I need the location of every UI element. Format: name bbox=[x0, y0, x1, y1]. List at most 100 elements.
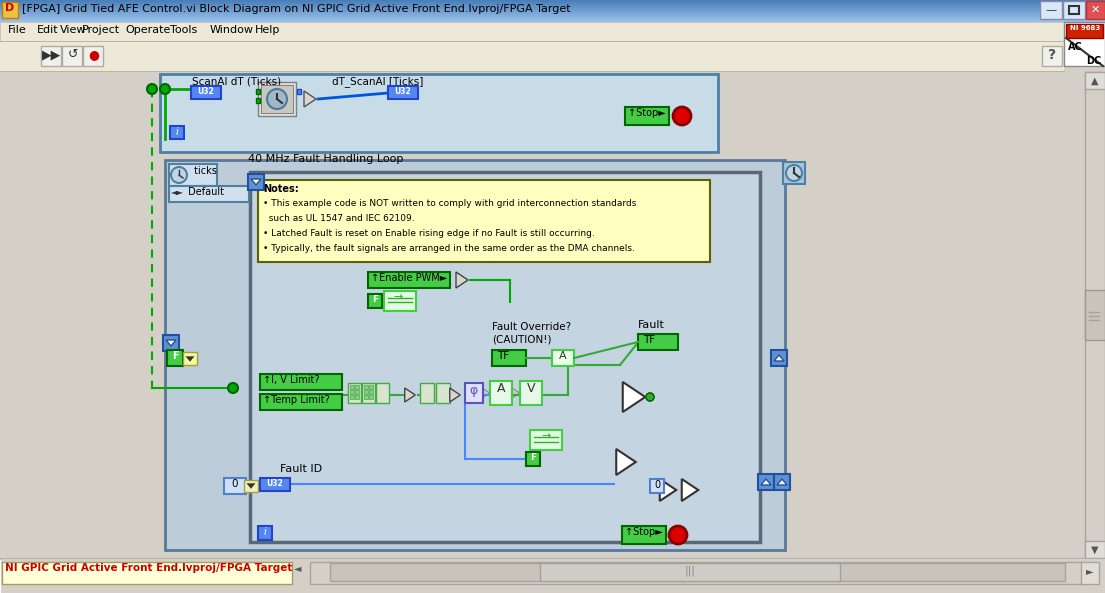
Text: AC: AC bbox=[1069, 42, 1083, 52]
Bar bbox=[183, 352, 197, 365]
Bar bbox=[385, 291, 415, 311]
Text: Fault Override?: Fault Override? bbox=[492, 322, 571, 332]
Bar bbox=[552, 350, 573, 366]
Bar bbox=[2, 2, 18, 18]
Text: Operate: Operate bbox=[125, 25, 170, 35]
Text: |||: ||| bbox=[685, 565, 695, 575]
Polygon shape bbox=[404, 388, 415, 402]
Bar bbox=[0, 7, 1105, 8]
Text: NI GPIC Grid Active Front End.lvproj/FPGA Target: NI GPIC Grid Active Front End.lvproj/FPG… bbox=[6, 563, 293, 573]
Bar bbox=[0, 22, 1105, 42]
Text: i: i bbox=[264, 527, 266, 537]
Bar bbox=[160, 74, 718, 152]
Text: Fault ID: Fault ID bbox=[280, 464, 323, 474]
Text: Window: Window bbox=[210, 25, 254, 35]
Circle shape bbox=[171, 167, 187, 183]
Bar bbox=[1064, 22, 1105, 66]
Bar bbox=[625, 107, 669, 125]
Bar bbox=[1085, 72, 1105, 89]
Text: ▲: ▲ bbox=[1092, 76, 1098, 86]
Polygon shape bbox=[774, 355, 785, 361]
Bar bbox=[520, 381, 541, 405]
Polygon shape bbox=[777, 479, 787, 485]
Text: 0: 0 bbox=[232, 479, 239, 489]
Text: • Typically, the fault signals are arranged in the same order as the DMA channel: • Typically, the fault signals are arran… bbox=[263, 244, 635, 253]
Bar bbox=[0, 14, 1105, 15]
Bar bbox=[256, 89, 260, 94]
Bar bbox=[0, 72, 1085, 558]
Text: ◄►: ◄► bbox=[171, 187, 185, 196]
Polygon shape bbox=[251, 179, 261, 185]
Text: ?: ? bbox=[1048, 48, 1056, 62]
Text: Notes:: Notes: bbox=[263, 184, 298, 194]
Text: F: F bbox=[171, 351, 178, 361]
Bar bbox=[191, 86, 221, 99]
Polygon shape bbox=[304, 91, 316, 107]
Bar bbox=[368, 272, 450, 288]
Text: →: → bbox=[393, 292, 402, 302]
Text: Project: Project bbox=[82, 25, 120, 35]
Bar bbox=[167, 350, 183, 366]
Bar bbox=[350, 390, 354, 394]
Bar bbox=[1085, 290, 1105, 340]
Circle shape bbox=[160, 84, 170, 94]
Text: Default: Default bbox=[185, 187, 224, 197]
Bar bbox=[758, 474, 774, 490]
Circle shape bbox=[669, 526, 687, 544]
Circle shape bbox=[646, 393, 654, 401]
Text: U32: U32 bbox=[198, 87, 214, 96]
Bar bbox=[1086, 1, 1105, 19]
Bar bbox=[169, 186, 249, 202]
Bar bbox=[355, 385, 359, 389]
Text: ✕: ✕ bbox=[1091, 5, 1099, 15]
Polygon shape bbox=[660, 479, 676, 501]
Bar bbox=[248, 174, 264, 190]
Bar bbox=[0, 1, 1105, 2]
Text: (CAUTION!): (CAUTION!) bbox=[492, 335, 551, 345]
Text: F: F bbox=[372, 295, 378, 304]
Bar bbox=[297, 89, 301, 94]
Text: ↑Temp Limit?: ↑Temp Limit? bbox=[263, 395, 329, 405]
Bar bbox=[0, 6, 1105, 7]
Bar bbox=[526, 452, 540, 466]
Text: F: F bbox=[530, 453, 536, 462]
Bar bbox=[2, 562, 292, 584]
Text: ↑Stop►: ↑Stop► bbox=[628, 108, 665, 118]
Text: NI 9683: NI 9683 bbox=[1070, 25, 1101, 31]
Bar bbox=[638, 334, 678, 350]
Polygon shape bbox=[166, 340, 176, 346]
Bar bbox=[650, 479, 664, 493]
Text: Edit: Edit bbox=[36, 25, 59, 35]
Text: Tools: Tools bbox=[170, 25, 198, 35]
Polygon shape bbox=[456, 272, 469, 288]
Bar bbox=[0, 2, 1105, 3]
Bar bbox=[774, 474, 790, 490]
Bar bbox=[540, 563, 840, 581]
Bar bbox=[0, 10, 1105, 11]
Bar bbox=[0, 5, 1105, 6]
Bar bbox=[330, 563, 1065, 581]
Text: View: View bbox=[60, 25, 86, 35]
Bar bbox=[0, 21, 1105, 22]
Text: File: File bbox=[8, 25, 27, 35]
Bar bbox=[256, 98, 260, 103]
Bar bbox=[1069, 6, 1078, 14]
Bar bbox=[257, 180, 711, 262]
Bar bbox=[244, 480, 257, 492]
Text: ◄: ◄ bbox=[294, 563, 302, 573]
Bar bbox=[376, 383, 389, 403]
Text: V: V bbox=[527, 382, 535, 395]
Bar bbox=[369, 395, 373, 399]
Bar bbox=[368, 294, 382, 308]
Polygon shape bbox=[450, 388, 461, 402]
Text: Help: Help bbox=[255, 25, 281, 35]
Text: • This example code is NOT written to comply with grid interconnection standards: • This example code is NOT written to co… bbox=[263, 199, 636, 208]
Text: ↺: ↺ bbox=[67, 48, 78, 61]
Bar bbox=[0, 16, 1105, 17]
Text: U32: U32 bbox=[266, 479, 283, 488]
Text: φ: φ bbox=[470, 384, 478, 397]
Polygon shape bbox=[761, 479, 771, 485]
Bar bbox=[783, 162, 806, 184]
Bar bbox=[350, 395, 354, 399]
Text: ScanAI dT (Ticks): ScanAI dT (Ticks) bbox=[192, 76, 281, 86]
